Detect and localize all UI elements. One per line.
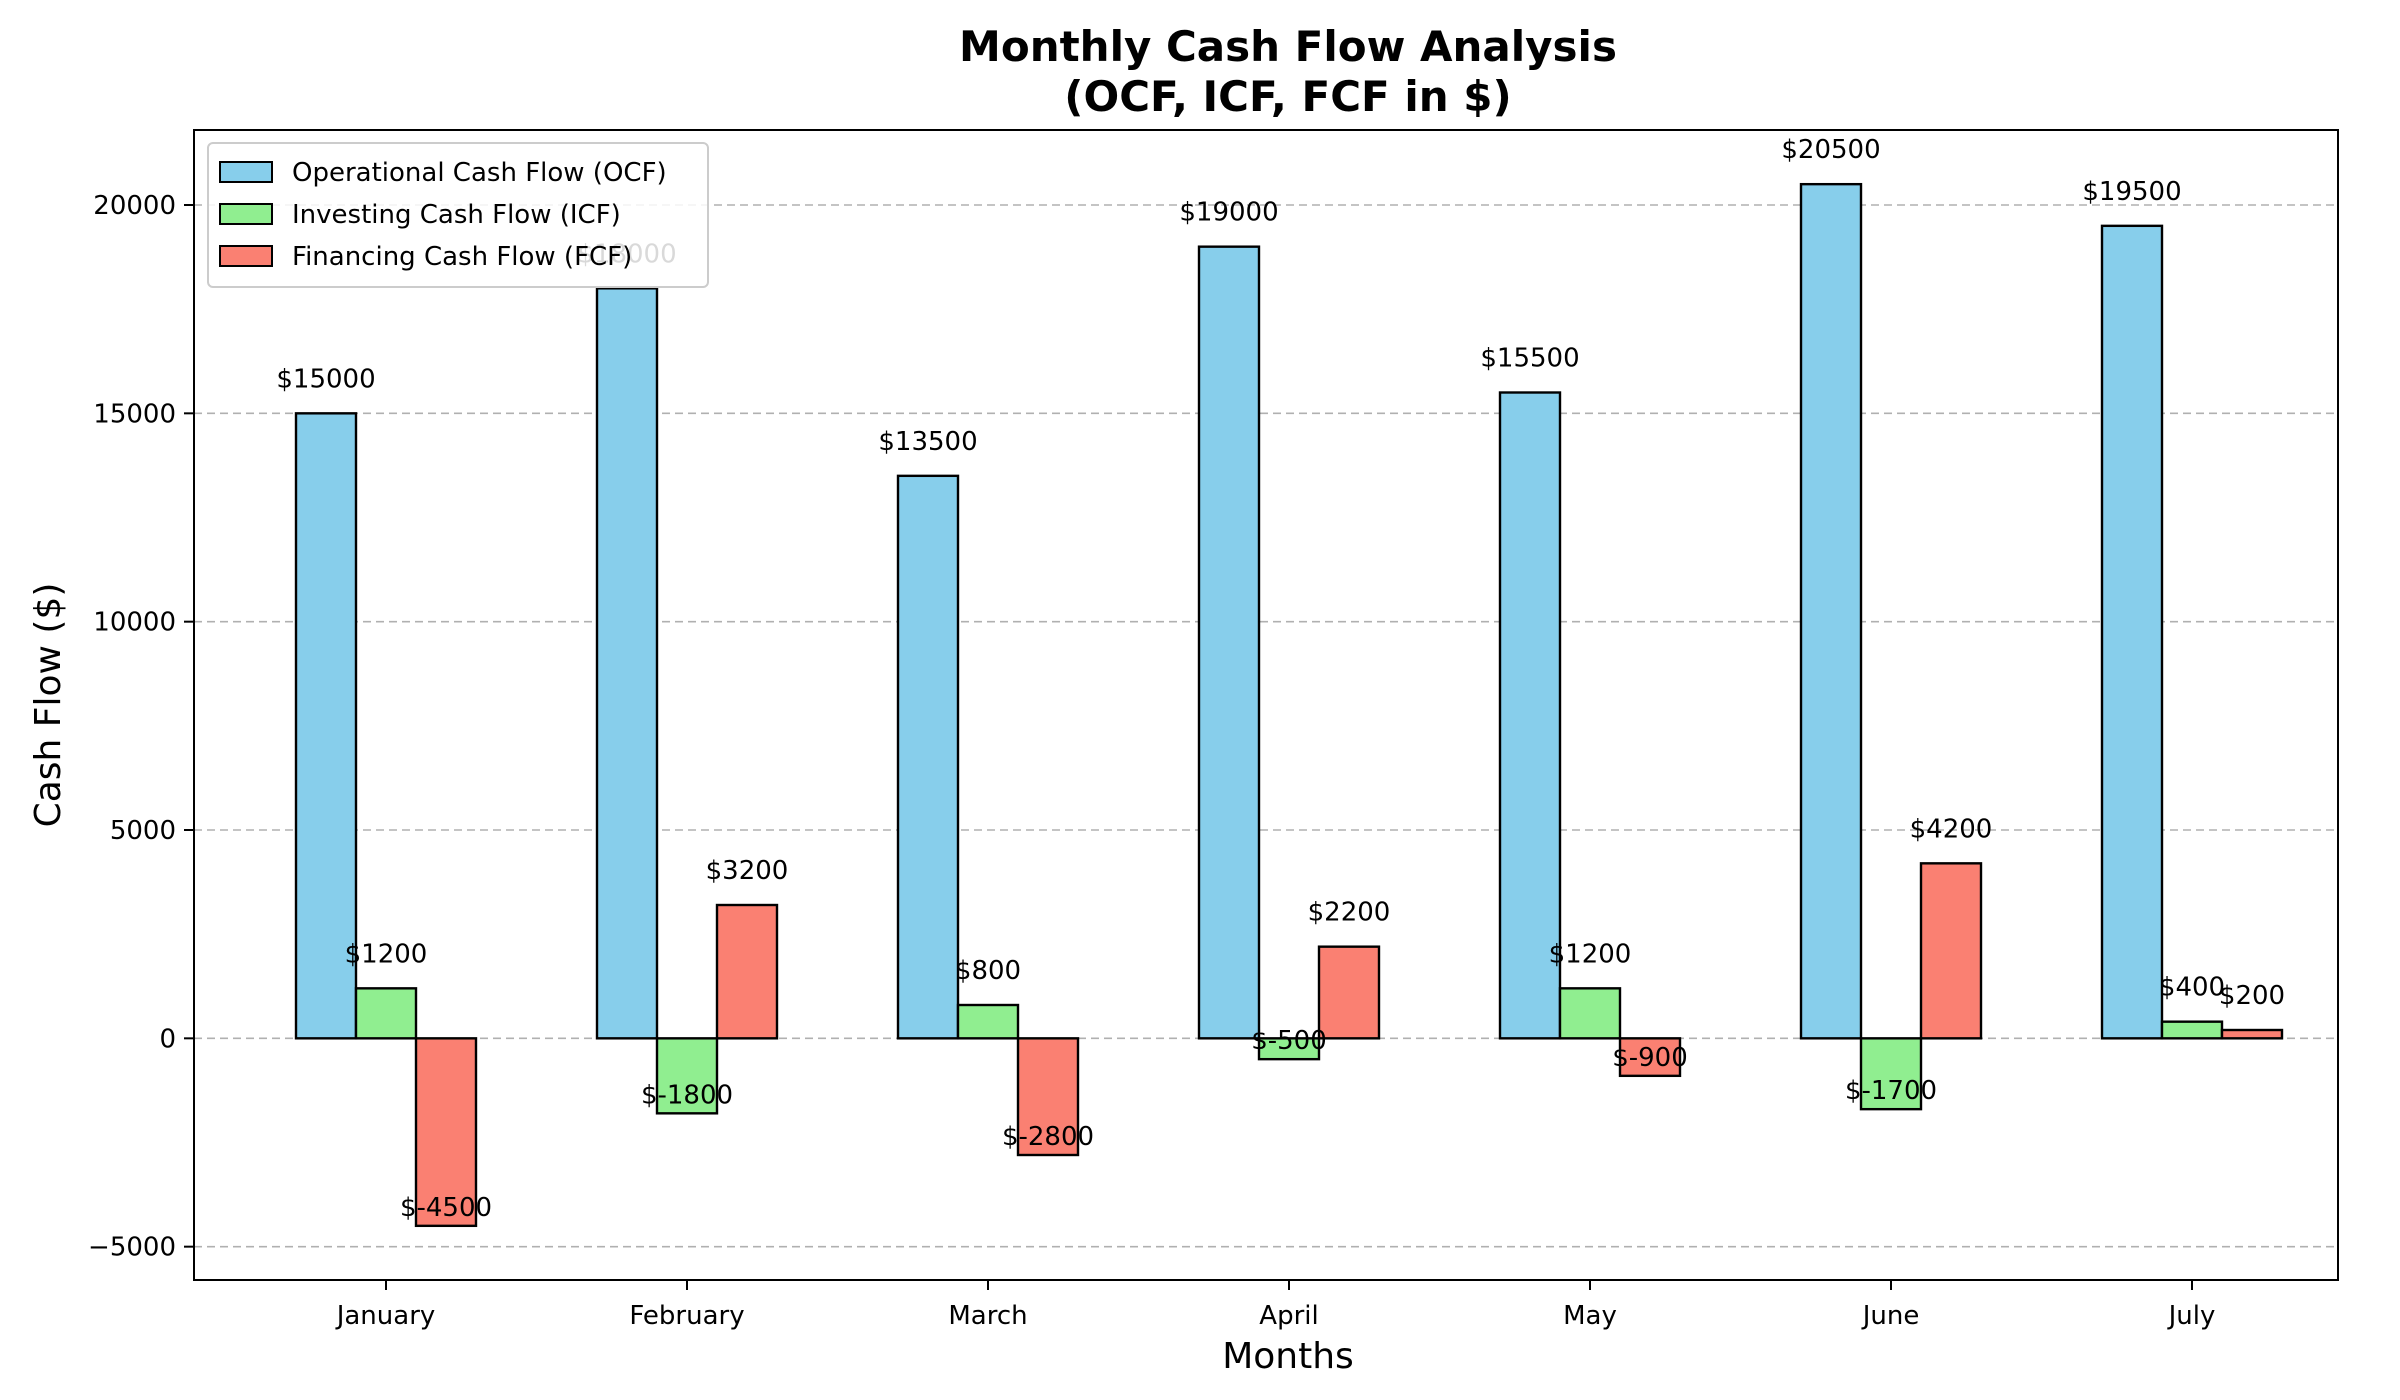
- y-tick-label-2: 5000: [110, 816, 176, 846]
- data-label-1-may: $15500: [1480, 344, 1579, 374]
- legend-swatch-2: [219, 203, 273, 225]
- legend: Operational Cash Flow (OCF) Investing Cas…: [207, 142, 709, 288]
- bar-1-february: [595, 287, 659, 1040]
- bar-2-february: [655, 1037, 719, 1115]
- x-tick-label-june: June: [1861, 1301, 1920, 1331]
- legend-label-1: Operational Cash Flow (OCF): [292, 158, 667, 188]
- chart-subtitle: (OCF, ICF, FCF in $): [1064, 72, 1511, 121]
- data-label-1-april: $19000: [1179, 198, 1278, 228]
- bar-3-january: [414, 1037, 478, 1228]
- bar-3-may: [1618, 1037, 1682, 1078]
- y-tick-label-4: 15000: [93, 399, 176, 429]
- data-label-3-february: $3200: [706, 856, 789, 886]
- legend-swatch-1: [219, 161, 273, 183]
- bar-1-july: [2100, 224, 2164, 1040]
- legend-label-2: Investing Cash Flow (ICF): [292, 200, 621, 230]
- y-tick-label-0: −5000: [88, 1233, 176, 1263]
- axes-layer: −5000 0 5000 10000 15000 20000 January February…: [88, 129, 2339, 1331]
- x-tick-label-july: July: [2167, 1301, 2216, 1331]
- bar-2-july: [2160, 1020, 2224, 1040]
- y-tick-label-3: 10000: [93, 608, 176, 638]
- plot-frame: [193, 129, 2339, 1281]
- bar-2-march: [956, 1003, 1020, 1040]
- data-label-1-january: $15000: [276, 364, 375, 394]
- bar-1-may: [1498, 391, 1562, 1040]
- data-label-3-april: $2200: [1308, 898, 1391, 928]
- legend-box: [207, 142, 709, 288]
- bar-3-april: [1317, 945, 1381, 1040]
- bar-3-march: [1016, 1037, 1080, 1157]
- data-label-1-june: $20500: [1781, 135, 1880, 165]
- data-label-2-june: $-1700: [1845, 1076, 1937, 1106]
- data-label-2-march: $800: [955, 956, 1021, 986]
- bars-layer: [294, 182, 2284, 1228]
- x-tick-label-march: March: [948, 1301, 1027, 1331]
- grid-layer: [194, 204, 2338, 1248]
- x-tick-label-january: January: [335, 1301, 436, 1331]
- bar-3-july: [2220, 1028, 2284, 1040]
- legend-swatch-3: [219, 245, 273, 267]
- data-label-2-january: $1200: [345, 939, 428, 969]
- bar-1-march: [896, 474, 960, 1040]
- x-tick-label-february: February: [629, 1301, 744, 1331]
- legend-label-3: Financing Cash Flow (FCF): [292, 242, 632, 272]
- data-label-1-march: $13500: [878, 427, 977, 457]
- data-label-3-may: $-900: [1612, 1043, 1688, 1073]
- y-tick-label-1: 0: [159, 1024, 176, 1054]
- bar-3-june: [1919, 862, 1983, 1040]
- bar-2-june: [1859, 1037, 1923, 1111]
- x-tick-label-april: April: [1259, 1301, 1318, 1331]
- data-label-2-may: $1200: [1549, 939, 1632, 969]
- x-axis-label: Months: [1222, 1336, 1354, 1377]
- y-tick-label-5: 20000: [93, 191, 176, 221]
- data-label-3-january: $-4500: [400, 1193, 492, 1223]
- bar-1-june: [1799, 182, 1863, 1040]
- bar-2-may: [1558, 987, 1622, 1040]
- x-tick-label-may: May: [1563, 1301, 1617, 1331]
- chart-title: Monthly Cash Flow Analysis: [959, 22, 1617, 71]
- data-label-1-july: $19500: [2082, 177, 2181, 207]
- bar-1-april: [1197, 245, 1261, 1040]
- data-label-3-march: $-2800: [1002, 1122, 1094, 1152]
- bar-2-april: [1257, 1037, 1321, 1061]
- data-label-3-july: $200: [2219, 981, 2285, 1011]
- data-label-2-april: $-500: [1251, 1026, 1327, 1056]
- data-label-3-june: $4200: [1910, 814, 1993, 844]
- bar-3-february: [715, 903, 779, 1040]
- y-axis-label: Cash Flow ($): [28, 583, 69, 828]
- data-label-2-february: $-1800: [641, 1080, 733, 1110]
- data-label-2-july: $400: [2159, 973, 2225, 1003]
- bar-2-january: [354, 987, 418, 1040]
- bar-1-january: [294, 412, 358, 1040]
